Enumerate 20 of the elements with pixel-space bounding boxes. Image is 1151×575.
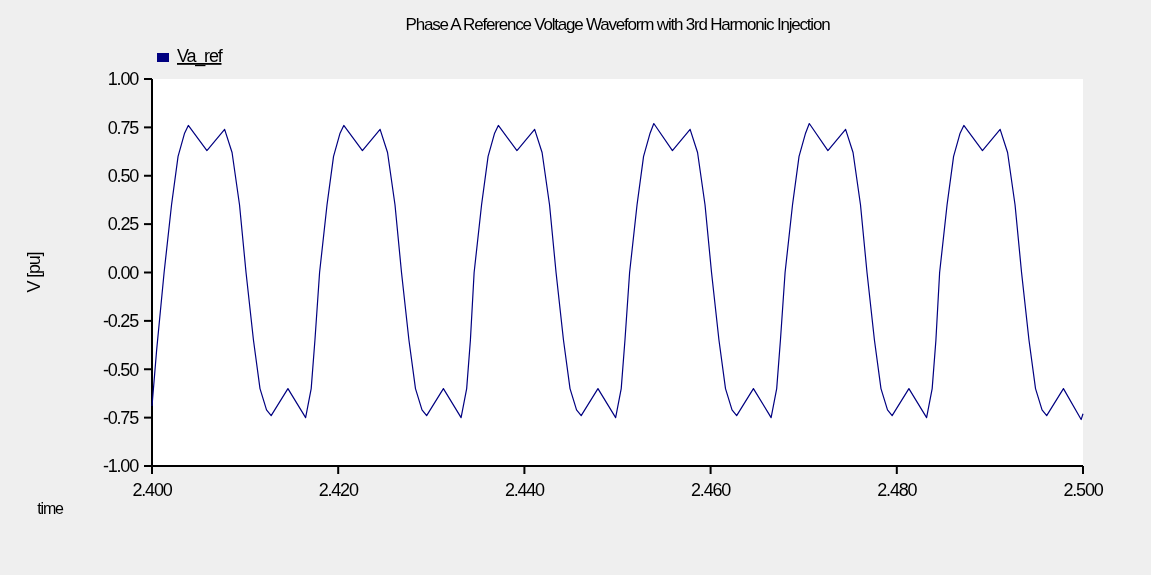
y-tick-label: 0.75 [107,117,140,138]
x-tick-label: 2.400 [132,480,173,500]
y-tick-label: -0.25 [102,311,140,332]
line-series [151,122,1084,421]
y-tick-label: -0.50 [102,359,140,380]
x-tick-label: 2.460 [691,480,732,500]
x-tick-label: 2.440 [504,480,546,500]
y-tick-label: 0.50 [107,166,140,187]
y-tick-label: 1.00 [107,69,140,90]
y-tick-label: 0.00 [107,262,140,283]
y-tick-label: 0.25 [107,214,140,235]
x-tick-label: 2.500 [1063,480,1104,500]
y-axis-title: V [pu] [24,252,44,293]
y-tick-label: -1.00 [102,456,140,477]
x-axis-title: time [37,500,65,517]
x-tick-label: 2.480 [877,480,918,500]
y-tick-label: -0.75 [102,407,140,428]
legend-label: Va_ref [177,46,224,67]
chart-title: Phase A Reference Voltage Waveform with 3rd Harmonic Injection [405,15,831,34]
x-tick-label: 2.420 [318,480,359,500]
